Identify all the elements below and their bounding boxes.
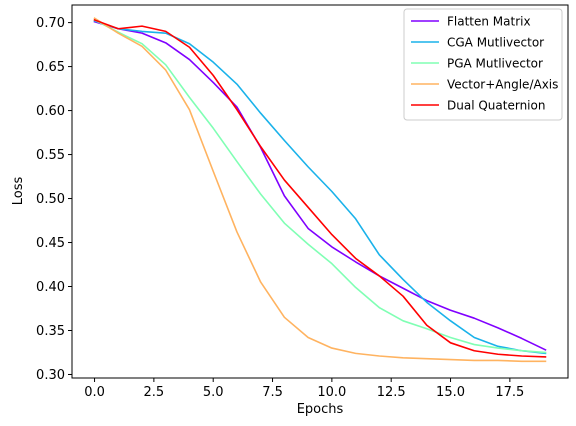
- y-axis-ticks: 0.30 0.35 0.40 0.45 0.50 0.55 0.60 0.65 0.70: [36, 16, 72, 383]
- legend-label: Flatten Matrix: [447, 15, 531, 29]
- y-tick-label: 0.70: [36, 16, 65, 31]
- x-tick-label: 5.0: [203, 385, 224, 400]
- y-tick-label: 0.30: [36, 368, 65, 383]
- x-tick-label: 15.0: [436, 385, 465, 400]
- y-axis-label: Loss: [11, 177, 26, 206]
- legend-label: Vector+Angle/Axis: [447, 78, 558, 92]
- x-tick-label: 10.0: [317, 385, 346, 400]
- x-axis-ticks: 0.0 2.5 5.0 7.5 10.0 12.5 15.0 17.5: [84, 378, 524, 400]
- y-tick-label: 0.35: [36, 324, 65, 339]
- y-tick-label: 0.40: [36, 280, 65, 295]
- series-layer: [93, 17, 547, 363]
- x-tick-label: 0.0: [84, 385, 105, 400]
- y-tick-label: 0.65: [36, 60, 65, 75]
- x-tick-label: 12.5: [377, 385, 406, 400]
- y-tick-label: 0.45: [36, 236, 65, 251]
- legend-label: CGA Mutlivector: [447, 36, 544, 50]
- y-tick-label: 0.55: [36, 148, 65, 163]
- y-tick-label: 0.50: [36, 192, 65, 207]
- legend-label: Dual Quaternion: [447, 99, 545, 113]
- series-line-4: [93, 18, 547, 358]
- y-tick-label: 0.60: [36, 104, 65, 119]
- x-axis-label: Epochs: [297, 402, 344, 417]
- x-tick-label: 2.5: [144, 385, 165, 400]
- series-line-2: [93, 18, 547, 354]
- legend: Flatten Matrix CGA Mutlivector PGA Mutlive…: [403, 8, 563, 121]
- x-tick-label: 7.5: [262, 385, 283, 400]
- legend-label: PGA Mutlivector: [447, 57, 543, 71]
- series-line-0: [93, 20, 547, 351]
- series-line-3: [93, 17, 547, 363]
- plot-frame: [71, 4, 569, 379]
- x-tick-label: 17.5: [495, 385, 524, 400]
- legend-box: [403, 8, 563, 121]
